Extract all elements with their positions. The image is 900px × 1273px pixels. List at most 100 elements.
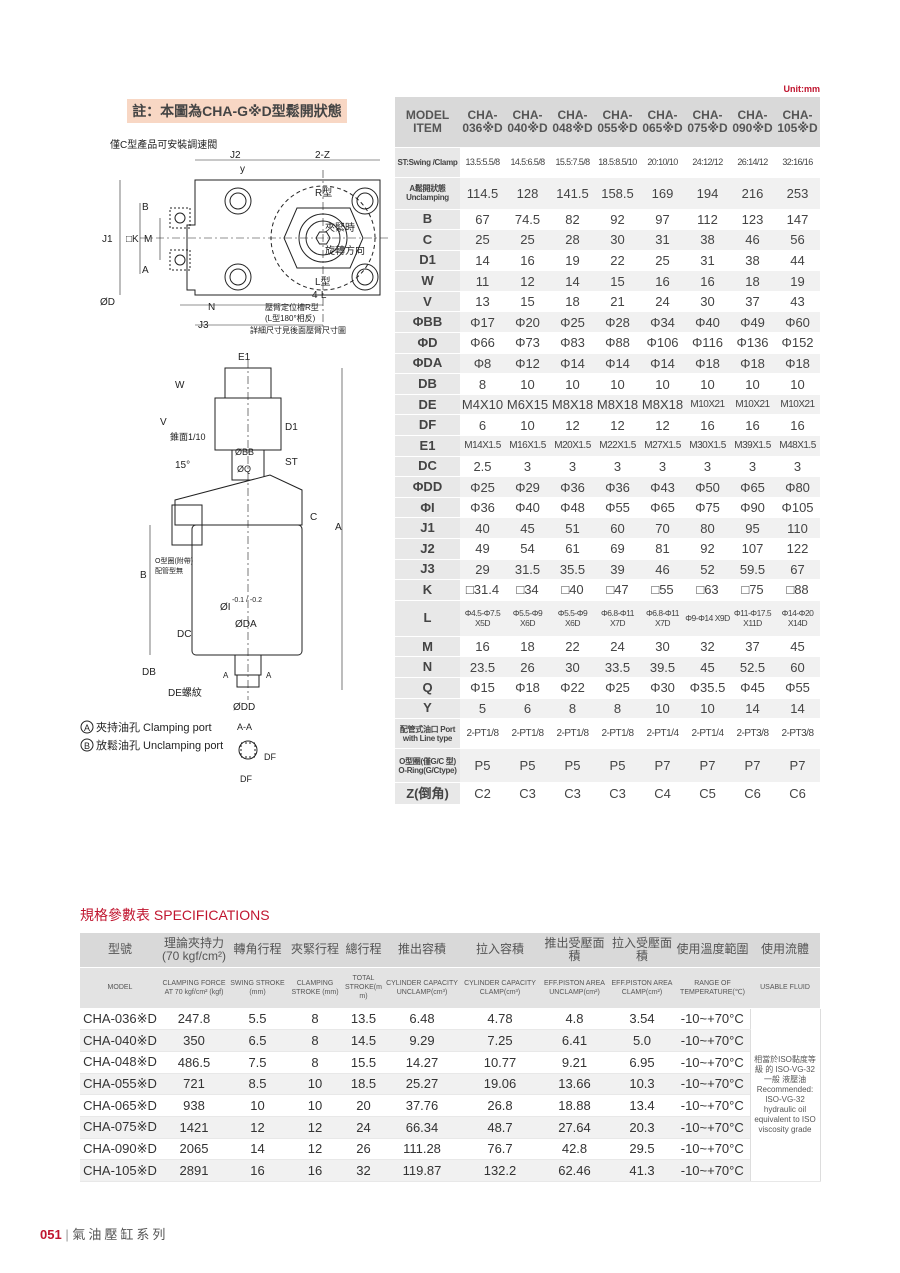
- table-cell: Φ5.5-Φ9 X6D: [550, 600, 595, 637]
- row-label: DE: [395, 394, 460, 416]
- table-row: CHA-040※D 350 6.5 8 14.5 9.29 7.25 6.41 5.0 -10~+…: [80, 1029, 820, 1052]
- table-cell: 10: [287, 1073, 343, 1096]
- table-cell: 16: [640, 270, 685, 292]
- table-cell: 3: [640, 456, 685, 478]
- table-cell: Φ14-Φ20 X14D: [775, 600, 820, 637]
- label-dd: ØDD: [233, 702, 255, 713]
- table-cell: 6: [505, 698, 550, 720]
- table-cell: Φ90: [730, 497, 775, 519]
- model-column-header: CHA- 090※D: [730, 97, 775, 148]
- table-row: L Φ4.5-Φ7.5 X5D Φ5.5-Φ9 X6D Φ5.5-Φ9 X6D Φ6.8…: [395, 600, 820, 637]
- table-cell: 13.5: [343, 1008, 384, 1031]
- table-cell: C5: [685, 782, 730, 806]
- table-cell: Φ25: [595, 677, 640, 699]
- row-label: DC: [395, 456, 460, 478]
- table-cell: M22X1.5: [595, 435, 640, 457]
- table-cell: 38: [685, 229, 730, 251]
- table-cell: CHA-090※D: [80, 1138, 160, 1161]
- table-cell: □63: [685, 579, 730, 601]
- label-oring: O型圈(附帶): [155, 556, 193, 565]
- table-cell: 2891: [160, 1159, 228, 1182]
- table-cell: 6.5: [228, 1029, 287, 1052]
- table-cell: 41.3: [609, 1159, 675, 1182]
- table-cell: 15.5:7.5/8: [550, 147, 595, 178]
- table-cell: 2-PT1/8: [505, 718, 550, 750]
- model-name-part: CHA-: [692, 107, 723, 122]
- label-clamp-time: 夾緊時: [325, 222, 355, 234]
- table-cell: Φ55: [595, 497, 640, 519]
- table-cell: 39: [595, 559, 640, 581]
- unit-label: Unit:mm: [783, 84, 821, 94]
- table-cell: P5: [460, 748, 505, 784]
- table-cell: 43: [775, 291, 820, 313]
- table-cell: 14.5: [343, 1029, 384, 1052]
- table-cell: 123: [730, 209, 775, 231]
- table-cell: Φ36: [550, 476, 595, 498]
- table-cell: 22: [595, 250, 640, 272]
- table-cell: -10~+70°C: [675, 1029, 750, 1052]
- table-cell: 8: [595, 698, 640, 720]
- table-cell: Φ136: [730, 332, 775, 354]
- table-cell: Φ50: [685, 476, 730, 498]
- table-row: E1 M14X1.5 M16X1.5 M20X1.5 M22X1.5 M27X1.5 M30…: [395, 435, 820, 457]
- table-cell: 107: [730, 538, 775, 560]
- table-cell: 3: [730, 456, 775, 478]
- table-cell: 5.5: [228, 1008, 287, 1031]
- table-row: ΦI Φ36 Φ40 Φ48 Φ55 Φ65 Φ75 Φ90 Φ105: [395, 497, 820, 519]
- table-cell: 10: [505, 373, 550, 395]
- table-cell: -10~+70°C: [675, 1138, 750, 1161]
- table-cell: 44: [775, 250, 820, 272]
- table-cell: 10: [595, 373, 640, 395]
- table-cell: 40: [460, 517, 505, 539]
- table-cell: 67: [775, 559, 820, 581]
- row-label: N: [395, 656, 460, 678]
- table-cell: 3: [595, 456, 640, 478]
- label-st: ST: [285, 457, 298, 468]
- table-cell: M10X21: [730, 394, 775, 416]
- table-cell: Φ14: [640, 353, 685, 375]
- table-cell: 28: [550, 229, 595, 251]
- table-cell: Φ20: [505, 311, 550, 334]
- table-row: CHA-048※D 486.5 7.5 8 15.5 14.27 10.77 9.21 6.95…: [80, 1051, 820, 1074]
- table-cell: Φ15: [460, 677, 505, 699]
- table-cell: 486.5: [160, 1051, 228, 1074]
- table-cell: Φ48: [550, 497, 595, 519]
- table-cell: 2.5: [460, 456, 505, 478]
- table-cell: C2: [460, 782, 505, 806]
- column-header-en: USABLE FLUID: [750, 967, 820, 1009]
- label-a2: A: [266, 671, 272, 680]
- row-label: ΦD: [395, 332, 460, 354]
- label-v: V: [160, 417, 167, 428]
- table-cell: Φ18: [730, 353, 775, 375]
- table-cell: CHA-048※D: [80, 1051, 160, 1074]
- table-cell: Φ83: [550, 332, 595, 354]
- table-cell: Φ25: [550, 311, 595, 334]
- table-row: ΦD Φ66 Φ73 Φ83 Φ88 Φ106 Φ116 Φ136 Φ152: [395, 332, 820, 354]
- table-cell: 67: [460, 209, 505, 231]
- table-cell: 12: [228, 1116, 287, 1139]
- row-label: B: [395, 209, 460, 231]
- table-row: B 67 74.5 82 92 97 112 123 147: [395, 209, 820, 231]
- table-cell: Φ66: [460, 332, 505, 354]
- table-cell: 12: [505, 270, 550, 292]
- table-cell: 15.5: [343, 1051, 384, 1074]
- table-cell: 12: [550, 414, 595, 437]
- table-cell: 59.5: [730, 559, 775, 581]
- table-cell: 25: [460, 229, 505, 251]
- table-cell: 31: [640, 229, 685, 251]
- label-taper: 錐面1/10: [170, 431, 206, 442]
- label-r-type: R型: [315, 186, 332, 199]
- table-cell: 3: [550, 456, 595, 478]
- table-row: C 25 25 28 30 31 38 46 56: [395, 229, 820, 251]
- table-cell: Φ88: [595, 332, 640, 354]
- table-cell: 169: [640, 177, 685, 210]
- row-label: ST:Swing /Clamp: [395, 147, 460, 178]
- table-cell: 10: [640, 698, 685, 720]
- table-cell: 26: [343, 1138, 384, 1161]
- table-cell: 3: [505, 456, 550, 478]
- table-cell: C3: [595, 782, 640, 806]
- table-cell: CHA-055※D: [80, 1073, 160, 1096]
- table-cell: 12: [595, 414, 640, 437]
- model-column-header: CHA- 105※D: [775, 97, 820, 148]
- table-cell: M4X10: [460, 394, 505, 416]
